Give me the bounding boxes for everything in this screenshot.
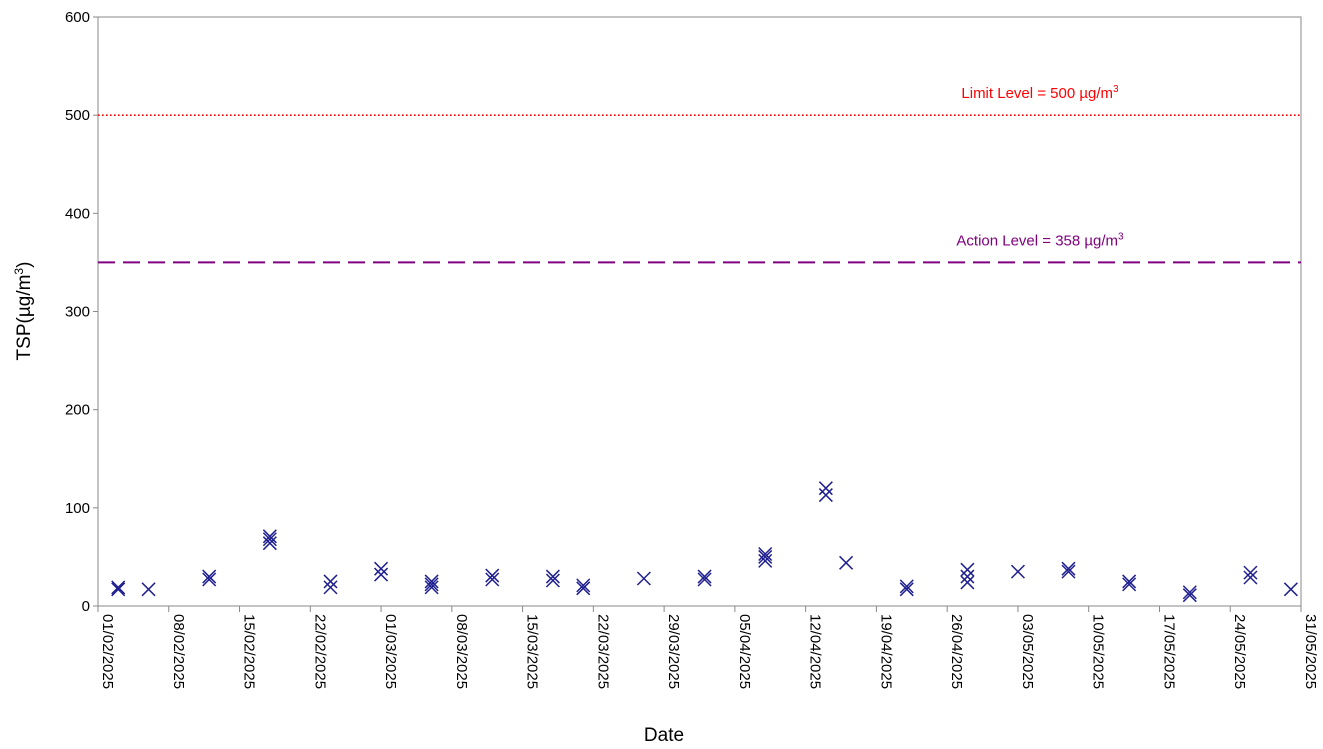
data-point [323, 580, 338, 595]
y-tick-label: 600 [65, 9, 90, 26]
data-point [374, 567, 389, 582]
data-point [202, 572, 217, 587]
x-axis: 01/02/2025 08/02/2025 15/02/2025 22/02/2025… [97, 606, 1319, 689]
y-tick-label: 500 [65, 107, 90, 124]
data-point [636, 571, 651, 586]
reference-line-label-sup: 3 [1118, 231, 1124, 242]
x-tick-label: 31/05/2025 [1302, 614, 1319, 689]
x-tick-label: 15/02/2025 [241, 614, 258, 689]
x-tick-label: 15/03/2025 [524, 614, 541, 689]
data-point [758, 549, 773, 564]
data-point [1243, 570, 1258, 585]
x-tick-label: 22/03/2025 [594, 614, 611, 689]
x-tick-label: 24/05/2025 [1231, 614, 1248, 689]
y-tick-label: 0 [82, 598, 90, 615]
x-tick-label: 29/03/2025 [665, 614, 682, 689]
data-point [545, 569, 560, 584]
data-point [818, 481, 833, 496]
x-tick-label: 17/05/2025 [1160, 614, 1177, 689]
x-tick-label: 03/05/2025 [1019, 614, 1036, 689]
x-tick-label: 01/02/2025 [99, 614, 116, 689]
data-point [262, 532, 277, 547]
x-tick-label: 26/04/2025 [948, 614, 965, 689]
x-tick-label: 22/02/2025 [311, 614, 328, 689]
data-point [111, 582, 126, 597]
data-point [1010, 564, 1025, 579]
y-tick-label: 400 [65, 205, 90, 222]
data-point [262, 536, 277, 551]
y-tick-label: 300 [65, 304, 90, 321]
data-point [545, 573, 560, 588]
data-point [1061, 564, 1076, 579]
data-point [758, 553, 773, 568]
reference-line-label: Action Level = 358 µg/m3 [956, 231, 1124, 249]
data-point [485, 572, 500, 587]
reference-line-label-main: Action Level = 358 µg/m [956, 232, 1118, 249]
x-tick-label: 05/04/2025 [736, 614, 753, 689]
data-point [818, 488, 833, 503]
data-point [141, 582, 156, 597]
y-axis-title-main: TSP(µg/m [14, 275, 35, 361]
reference-line-label: Limit Level = 500 µg/m3 [961, 84, 1119, 102]
data-point [1182, 585, 1197, 600]
data-point [960, 562, 975, 577]
x-axis-title: Date [644, 725, 684, 746]
data-point [697, 572, 712, 587]
y-axis-title-sup: 3 [12, 268, 26, 275]
data-point [1122, 577, 1137, 592]
data-point [1243, 565, 1258, 580]
data-point [758, 546, 773, 562]
data-point [111, 580, 126, 595]
data-point [1061, 561, 1076, 576]
data-point [485, 568, 500, 583]
data-point [839, 555, 854, 570]
plot-area [97, 16, 1302, 607]
data-point [899, 582, 914, 597]
data-point [262, 529, 277, 544]
data-point [424, 574, 439, 589]
x-tick-label: 19/04/2025 [877, 614, 894, 689]
x-tick-label: 10/05/2025 [1090, 614, 1107, 689]
x-tick-label: 01/03/2025 [382, 614, 399, 689]
reference-line-label-main: Limit Level = 500 µg/m [961, 85, 1113, 102]
x-tick-label: 08/03/2025 [453, 614, 470, 689]
data-point [899, 579, 914, 594]
data-point [424, 580, 439, 595]
y-axis: 0 100 200 300 400 500 600 [65, 9, 98, 615]
data-point [1283, 582, 1298, 597]
data-point [1122, 574, 1137, 589]
data-point [697, 569, 712, 584]
y-axis-title-end: ) [14, 262, 35, 268]
data-markers [111, 481, 1298, 603]
x-tick-label: 12/04/2025 [807, 614, 824, 689]
data-point [1182, 588, 1197, 603]
y-tick-label: 100 [65, 500, 90, 517]
data-point [960, 569, 975, 584]
x-tick-label: 08/02/2025 [170, 614, 187, 689]
data-point [323, 574, 338, 589]
y-axis-title: TSP(µg/m3) [12, 262, 35, 361]
reference-line-label-sup: 3 [1113, 84, 1119, 95]
data-point [960, 575, 975, 590]
y-tick-label: 200 [65, 402, 90, 419]
data-point [576, 581, 591, 596]
data-point [202, 569, 217, 584]
data-point [374, 561, 389, 576]
data-point [424, 577, 439, 592]
data-point [576, 578, 591, 593]
